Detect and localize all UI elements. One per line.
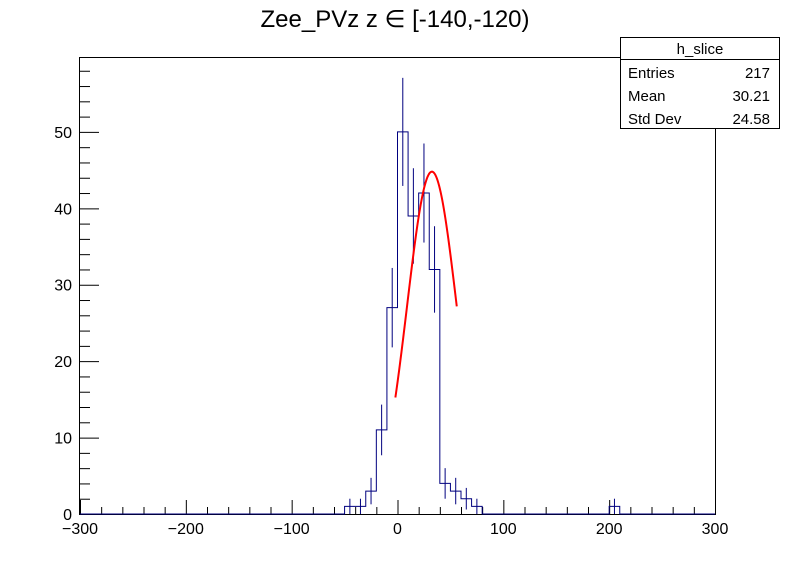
x-tick-label: 300 bbox=[702, 521, 729, 538]
y-tick-label: 40 bbox=[54, 201, 72, 218]
stats-box-frame bbox=[620, 37, 780, 129]
stats-value-mean: 30.21 bbox=[732, 88, 770, 105]
stats-value-stddev: 24.58 bbox=[732, 111, 770, 128]
y-tick-label: 0 bbox=[63, 507, 72, 524]
stats-value-entries: 217 bbox=[745, 65, 770, 82]
x-tick-label: 0 bbox=[393, 521, 402, 538]
gaussian-fit-line bbox=[394, 170, 458, 398]
x-tick-label: −200 bbox=[168, 521, 204, 538]
x-tick-label: −300 bbox=[62, 521, 98, 538]
y-tick-label: 10 bbox=[54, 431, 72, 448]
stats-legend: h_slice Entries 217 Mean 30.21 Std Dev 2… bbox=[620, 37, 780, 129]
x-tick-label: 100 bbox=[490, 521, 517, 538]
y-tick-label: 50 bbox=[54, 125, 72, 142]
fit-curve bbox=[394, 170, 458, 398]
histogram-outline bbox=[80, 131, 715, 515]
x-tick-label: 200 bbox=[596, 521, 623, 538]
stats-label-stddev: Std Dev bbox=[628, 111, 682, 128]
chart-title: Zee_PVz z ∈ [-140,-120) bbox=[260, 6, 529, 33]
stats-label-mean: Mean bbox=[628, 88, 666, 105]
x-axis: −300 −200 −100 0 100 200 300 bbox=[62, 500, 728, 538]
x-tick-label: −100 bbox=[274, 521, 310, 538]
y-tick-label: 30 bbox=[54, 278, 72, 295]
plot-frame bbox=[79, 57, 716, 515]
stats-label-entries: Entries bbox=[628, 65, 675, 82]
y-axis: 0 10 20 30 40 50 bbox=[54, 70, 99, 524]
y-tick-label: 20 bbox=[54, 354, 72, 371]
stats-title: h_slice bbox=[677, 41, 724, 58]
